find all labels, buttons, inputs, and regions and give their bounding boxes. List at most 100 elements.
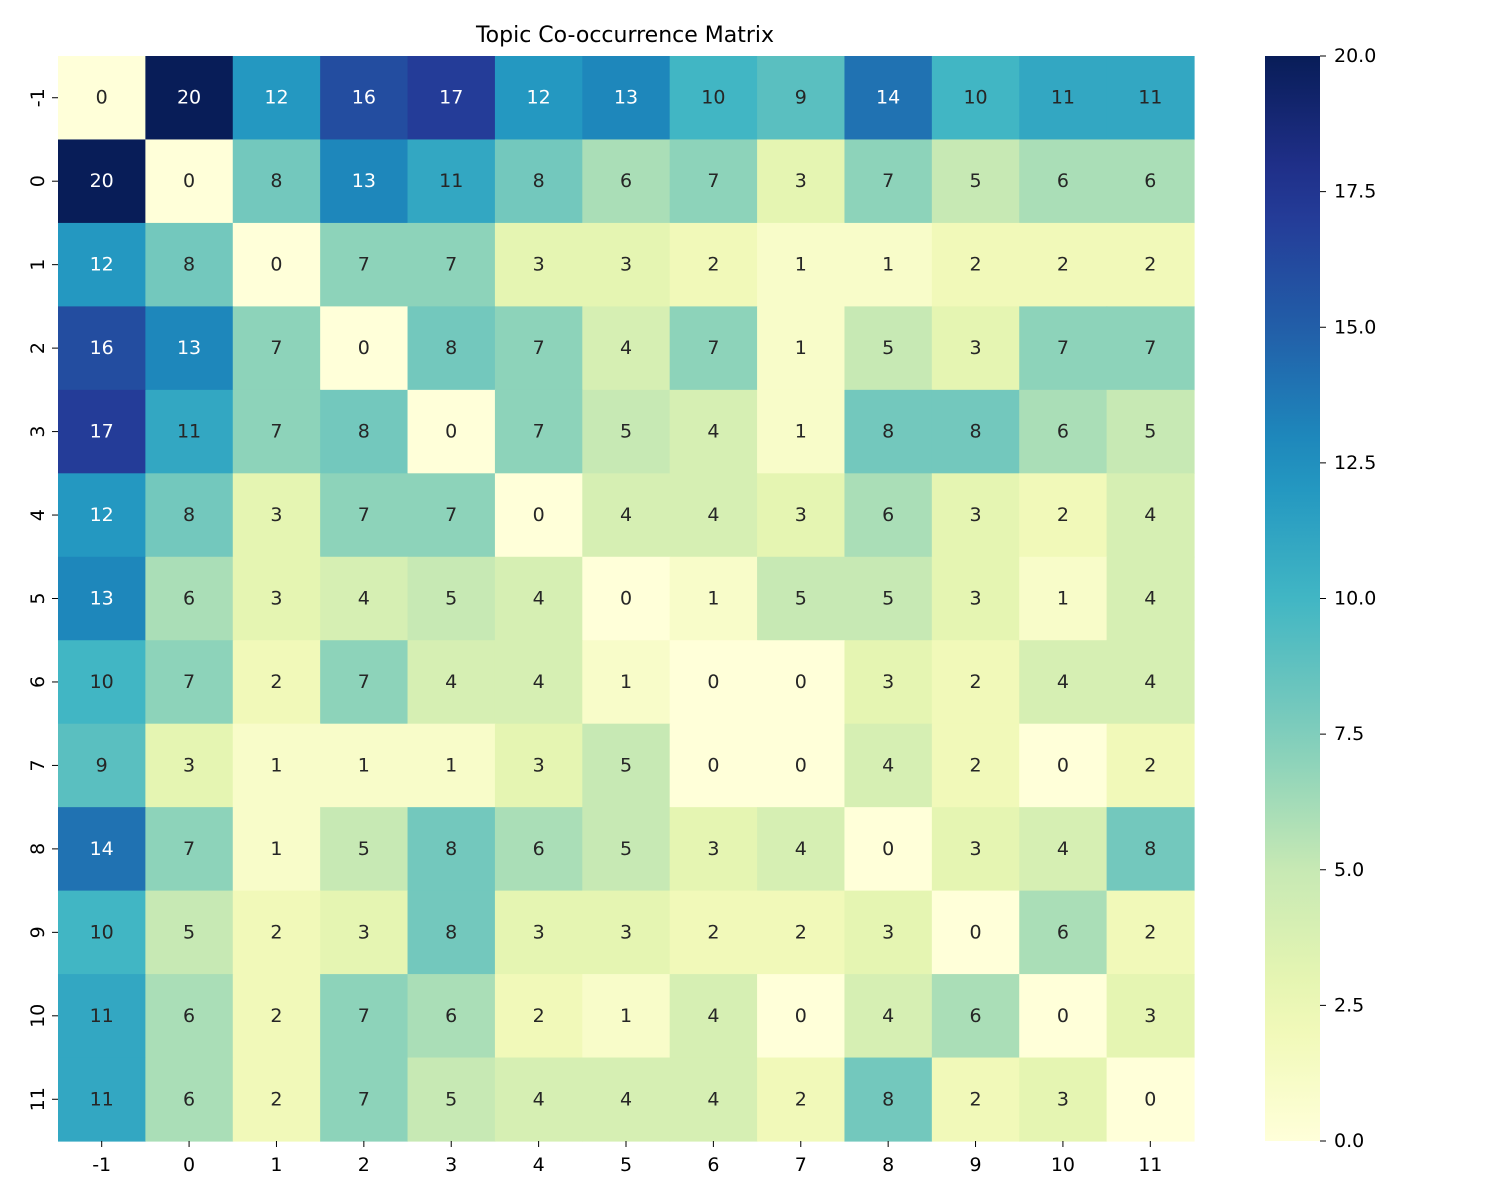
cell-value-label: 11 bbox=[439, 170, 463, 192]
heatmap-cell-9-1 bbox=[232, 890, 321, 975]
cell-value-label: 11 bbox=[1051, 87, 1075, 109]
heatmap-cell-1-7 bbox=[757, 222, 846, 307]
cell-value-label: 0 bbox=[1144, 1088, 1156, 1110]
heatmap-cell-9-2 bbox=[320, 890, 409, 975]
heatmap-cell-10-4 bbox=[494, 974, 583, 1059]
heatmap-cell-5-9 bbox=[931, 556, 1020, 641]
cell-value-label: 2 bbox=[533, 1005, 545, 1027]
heatmap-cell-7-2 bbox=[320, 723, 409, 808]
x-tick-label: 8 bbox=[882, 1154, 894, 1176]
x-tick-label: 11 bbox=[1138, 1154, 1162, 1176]
heatmap-cell-1-5 bbox=[582, 222, 671, 307]
cell-value-label: 7 bbox=[183, 671, 195, 693]
heatmap-cell--1-7 bbox=[757, 56, 846, 141]
heatmap-cell-6-3 bbox=[407, 640, 496, 725]
y-tick-label: 0 bbox=[27, 175, 49, 187]
cell-value-label: 6 bbox=[969, 1005, 981, 1027]
heatmap-cell-3-7 bbox=[757, 389, 846, 474]
cell-value-label: 3 bbox=[969, 588, 981, 610]
x-tick-label: 2 bbox=[358, 1154, 370, 1176]
heatmap-cell-4-11 bbox=[1106, 473, 1195, 558]
heatmap-cell-9-4 bbox=[494, 890, 583, 975]
heatmap-cell-9-8 bbox=[844, 890, 933, 975]
cell-value-label: 6 bbox=[1057, 921, 1069, 943]
cell-value-label: 1 bbox=[445, 754, 457, 776]
heatmap-cell-3-0 bbox=[145, 389, 234, 474]
heatmap-cell-11-9 bbox=[931, 1057, 1020, 1142]
cell-value-label: 0 bbox=[620, 588, 632, 610]
heatmap-cell-2-5 bbox=[582, 306, 671, 391]
heatmap-cell-5-5 bbox=[582, 556, 671, 641]
heatmap-cell-6-0 bbox=[145, 640, 234, 725]
y-tick-label: 8 bbox=[27, 843, 49, 855]
x-tick-label: 6 bbox=[707, 1154, 719, 1176]
cell-value-label: 8 bbox=[270, 170, 282, 192]
cell-value-label: 10 bbox=[90, 921, 114, 943]
cell-value-label: 2 bbox=[270, 671, 282, 693]
heatmap-cell-3-4 bbox=[494, 389, 583, 474]
cell-value-label: 2 bbox=[707, 921, 719, 943]
cell-value-label: 5 bbox=[620, 838, 632, 860]
cell-value-label: 7 bbox=[445, 254, 457, 276]
heatmap-cell-6-7 bbox=[757, 640, 846, 725]
cell-value-label: 5 bbox=[1144, 421, 1156, 443]
heatmap-cell-8-10 bbox=[1019, 807, 1108, 892]
colorbar-tick-label: 17.5 bbox=[1334, 181, 1376, 203]
heatmap-cell-9-3 bbox=[407, 890, 496, 975]
heatmap-cell-10-5 bbox=[582, 974, 671, 1059]
heatmap-cell--1-6 bbox=[669, 56, 758, 141]
cell-value-label: 3 bbox=[795, 170, 807, 192]
heatmap-cell-7-10 bbox=[1019, 723, 1108, 808]
cell-value-label: 8 bbox=[882, 1088, 894, 1110]
cell-value-label: 3 bbox=[795, 504, 807, 526]
cell-value-label: 9 bbox=[795, 87, 807, 109]
cell-value-label: 0 bbox=[707, 671, 719, 693]
heatmap-cell--1-10 bbox=[1019, 56, 1108, 141]
cell-value-label: 4 bbox=[882, 1005, 894, 1027]
heatmap-cell-1-0 bbox=[145, 222, 234, 307]
cell-value-label: 7 bbox=[183, 838, 195, 860]
cell-value-label: 10 bbox=[90, 671, 114, 693]
heatmap-cell-9--1 bbox=[58, 890, 146, 975]
cell-value-label: 2 bbox=[1057, 504, 1069, 526]
heatmap-cell-0-5 bbox=[582, 139, 671, 224]
cell-value-label: 3 bbox=[533, 254, 545, 276]
heatmap-cell-3--1 bbox=[58, 389, 146, 474]
heatmap-cell-0-9 bbox=[931, 139, 1020, 224]
heatmap-cell-11-3 bbox=[407, 1057, 496, 1142]
cell-value-label: 7 bbox=[1057, 337, 1069, 359]
cell-value-label: 3 bbox=[707, 838, 719, 860]
heatmap-cell-5-6 bbox=[669, 556, 758, 641]
cell-value-label: 2 bbox=[1144, 921, 1156, 943]
heatmap-cell-0-11 bbox=[1106, 139, 1195, 224]
heatmap-cell-2-8 bbox=[844, 306, 933, 391]
heatmap-cell-2-0 bbox=[145, 306, 234, 391]
cell-value-label: 1 bbox=[795, 254, 807, 276]
cell-value-label: 8 bbox=[533, 170, 545, 192]
heatmap-cell-5-8 bbox=[844, 556, 933, 641]
heatmap-cell-0-1 bbox=[232, 139, 321, 224]
heatmap-cell-7-3 bbox=[407, 723, 496, 808]
heatmap-cell-8-8 bbox=[844, 807, 933, 892]
heatmap-cell-7-6 bbox=[669, 723, 758, 808]
cell-value-label: 2 bbox=[969, 1088, 981, 1110]
heatmap-cell-8-2 bbox=[320, 807, 409, 892]
cell-value-label: 6 bbox=[183, 1005, 195, 1027]
heatmap-cell-5-3 bbox=[407, 556, 496, 641]
cell-value-label: 2 bbox=[795, 921, 807, 943]
heatmap-cell-4-10 bbox=[1019, 473, 1108, 558]
cell-value-label: 16 bbox=[90, 337, 114, 359]
cell-value-label: 4 bbox=[1144, 588, 1156, 610]
chart-title: Topic Co-occurrence Matrix bbox=[475, 23, 774, 48]
cell-value-label: 5 bbox=[183, 921, 195, 943]
heatmap-cell-4-3 bbox=[407, 473, 496, 558]
cell-value-label: 7 bbox=[270, 337, 282, 359]
heatmap-cell-11--1 bbox=[58, 1057, 146, 1142]
heatmap-cell-1-2 bbox=[320, 222, 409, 307]
heatmap-cell-0-4 bbox=[494, 139, 583, 224]
cell-value-label: 4 bbox=[620, 1088, 632, 1110]
colorbar: 0.0 2.5 5.0 7.5 10.0 12.5 15.0 17.5 20.0 bbox=[1265, 45, 1376, 1152]
cell-value-label: 5 bbox=[620, 421, 632, 443]
cell-value-label: 1 bbox=[707, 588, 719, 610]
